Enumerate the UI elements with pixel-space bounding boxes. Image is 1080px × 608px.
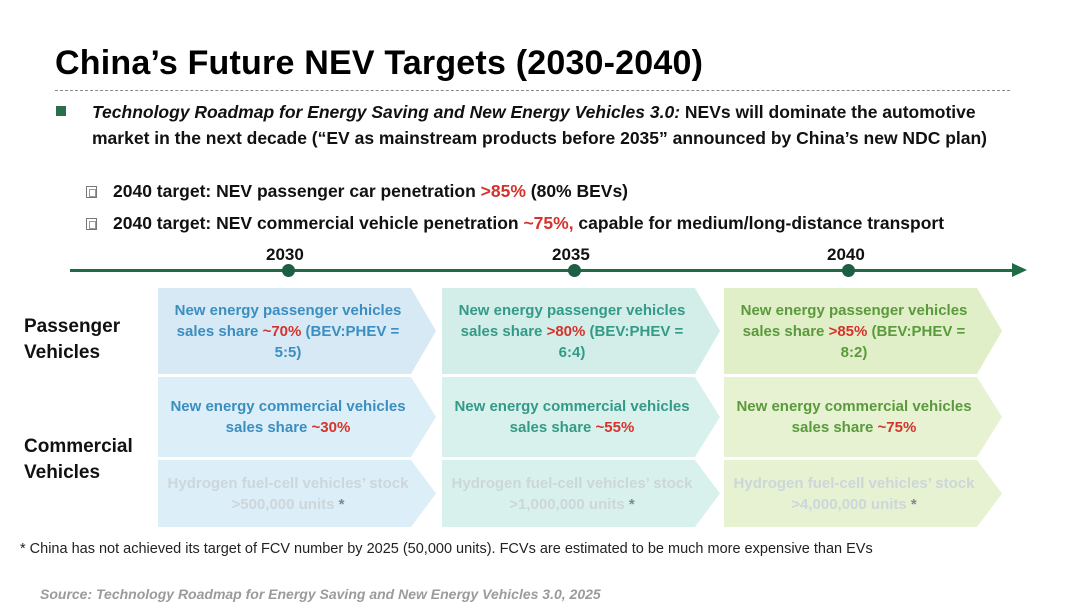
year-2040-label: 2040 (827, 245, 865, 264)
footnote-marker: * (338, 495, 345, 513)
card-passenger-2030: New energy passenger vehicles sales shar… (158, 288, 436, 374)
sub-bullet-text: (80% BEVs) (525, 181, 629, 201)
card-text: New energy commercial vehicles sales sha… (736, 398, 972, 436)
timeline-axis (70, 269, 1015, 272)
card-text: (BEV:PHEV = 8:2) (840, 322, 966, 361)
timeline-marker-2035 (568, 264, 581, 277)
sub-bullet-text: capable for medium/long-distance transpo… (573, 213, 945, 233)
year-2030-label: 2030 (266, 245, 304, 264)
card-text: Hydrogen fuel-cell vehicles’ stock >500,… (167, 474, 409, 513)
main-bullet: Technology Roadmap for Energy Saving and… (92, 99, 1032, 151)
highlight-value: ~75%, (523, 213, 574, 233)
sub-bullet-commercial: 2040 target: NEV commercial vehicle pene… (86, 213, 944, 234)
row-label-commercial: Commercial Vehicles (24, 434, 144, 486)
card-highlight: ~30% (311, 419, 351, 436)
row-label-passenger: Passenger Vehicles (24, 314, 134, 366)
card-text: New energy commercial vehicles sales sha… (454, 398, 690, 436)
checkbox-bullet-icon (86, 218, 97, 230)
main-bullet-text: NEVs will dominate the automotive market… (92, 102, 988, 148)
card-highlight: >80% (546, 322, 586, 340)
source-citation: Source: Technology Roadmap for Energy Sa… (40, 586, 601, 602)
card-hydrogen-2035: Hydrogen fuel-cell vehicles’ stock >1,00… (442, 460, 720, 527)
footnote-marker: * (628, 495, 635, 513)
slide-title: China’s Future NEV Targets (2030-2040) (55, 44, 704, 82)
card-hydrogen-2040: Hydrogen fuel-cell vehicles’ stock >4,00… (724, 460, 1002, 527)
timeline-marker-2040 (842, 264, 855, 277)
sub-bullet-text: 2040 target: NEV passenger car penetrati… (113, 181, 481, 201)
card-text: Hydrogen fuel-cell vehicles’ stock >4,00… (733, 474, 975, 513)
card-text: New energy passenger vehicles sales shar… (174, 301, 402, 340)
card-text: New energy passenger vehicles sales shar… (458, 301, 686, 340)
row-label-text: Commercial Vehicles (24, 436, 133, 483)
timeline-marker-2030 (282, 264, 295, 277)
timeline-arrow-icon (1012, 263, 1027, 277)
year-2035-label: 2035 (552, 245, 590, 264)
card-highlight: >85% (828, 322, 868, 340)
card-text: Hydrogen fuel-cell vehicles’ stock >1,00… (451, 474, 693, 513)
card-commercial-2040: New energy commercial vehicles sales sha… (724, 377, 1002, 457)
sub-bullet-text: 2040 target: NEV commercial vehicle pene… (113, 213, 524, 233)
bullet-square-icon (56, 106, 66, 116)
checkbox-bullet-icon (86, 186, 97, 198)
card-highlight: ~75% (877, 419, 917, 436)
card-passenger-2035: New energy passenger vehicles sales shar… (442, 288, 720, 374)
card-commercial-2030: New energy commercial vehicles sales sha… (158, 377, 436, 457)
card-commercial-2035: New energy commercial vehicles sales sha… (442, 377, 720, 457)
card-passenger-2040: New energy passenger vehicles sales shar… (724, 288, 1002, 374)
card-hydrogen-2030: Hydrogen fuel-cell vehicles’ stock >500,… (158, 460, 436, 527)
footnote-marker: * (910, 495, 917, 513)
card-highlight: ~70% (262, 322, 302, 340)
sub-bullet-passenger: 2040 target: NEV passenger car penetrati… (86, 181, 628, 202)
title-divider (55, 90, 1010, 91)
footnote: * China has not achieved its target of F… (20, 541, 873, 557)
row-label-text: Passenger Vehicles (24, 316, 121, 363)
roadmap-title: Technology Roadmap for Energy Saving and… (92, 102, 681, 122)
card-text: (BEV:PHEV = 6:4) (558, 322, 684, 361)
card-highlight: ~55% (595, 419, 635, 436)
card-text: New energy commercial vehicles sales sha… (170, 398, 406, 436)
card-text: (BEV:PHEV = 5:5) (274, 322, 400, 361)
highlight-value: >85% (480, 181, 526, 201)
card-text: New energy passenger vehicles sales shar… (740, 301, 968, 340)
